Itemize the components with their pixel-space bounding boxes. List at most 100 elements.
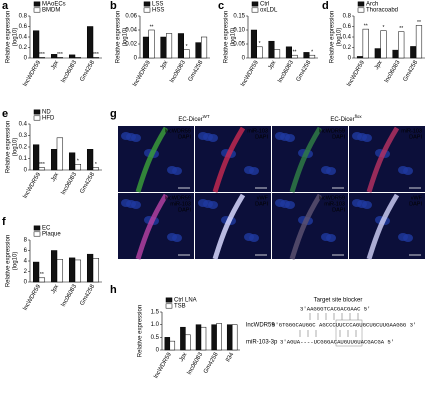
- bar: [38, 57, 46, 59]
- y-tick-label: 0.5: [151, 335, 160, 341]
- channel-label: miR-103: [401, 128, 422, 134]
- y-axis-label: Relative expression: [224, 11, 230, 63]
- y-tick-label: 0: [156, 348, 160, 354]
- y-tick-label: 0.4: [343, 35, 352, 41]
- bar: [50, 149, 58, 171]
- bar: [274, 49, 281, 59]
- y-axis-label: Relative expression: [138, 305, 144, 357]
- x-tick-label: Gm4258: [188, 59, 205, 83]
- panel-label: h: [110, 284, 117, 296]
- bar: [250, 29, 257, 59]
- significance: **: [364, 23, 368, 29]
- channel-label: vWF: [257, 195, 269, 201]
- x-tick-label: Gm4258: [79, 59, 96, 83]
- y-tick-label: 4: [24, 259, 28, 265]
- bar: [309, 54, 316, 59]
- channel-label: vWF: [411, 195, 423, 201]
- channel-label: DAPI: [178, 207, 191, 213]
- bar: [86, 149, 94, 171]
- bar: [356, 56, 364, 59]
- legend-swatch: [33, 231, 41, 237]
- panel-label: f: [2, 216, 6, 228]
- significance: *: [311, 50, 313, 56]
- y-tick-label: 0.15: [233, 14, 245, 20]
- significance: *: [77, 159, 79, 165]
- bar: [256, 46, 263, 59]
- seq-lnc: 5'GTGGGCAUGGC AGCCCUUCCCAGUGCUGCUUGAAGGG…: [272, 321, 416, 328]
- y-tick-label: 0.10: [233, 28, 245, 34]
- y-axis-label: Relative expression: [116, 11, 122, 63]
- nucleus: [326, 167, 336, 175]
- x-tick-label: lncWDR59: [23, 59, 43, 87]
- seq-name: miR-103-3p: [246, 340, 278, 346]
- bar: [169, 340, 176, 351]
- bar: [32, 30, 40, 59]
- nucleus: [403, 167, 413, 175]
- y-tick-label: 0.8: [19, 14, 28, 20]
- y-axis-label: Relative expression: [330, 11, 336, 63]
- x-tick-label: lncWDR59: [240, 59, 260, 87]
- bar: [68, 54, 76, 59]
- y-tick-label: 0.2: [19, 45, 28, 51]
- image-header: EC-Dicerflox: [330, 114, 362, 122]
- x-tick-label: lnc06083: [384, 59, 402, 84]
- bar: [291, 54, 298, 59]
- bar: [38, 167, 46, 171]
- x-tick-label: Jpx: [179, 352, 189, 363]
- bar: [38, 277, 46, 283]
- legend-label: TSB: [174, 304, 186, 310]
- x-tick-label: Jpx: [50, 284, 60, 295]
- panel-label: e: [2, 108, 8, 120]
- vessel-stain: [289, 126, 323, 193]
- x-tick-label: Jpx: [50, 172, 60, 183]
- bar: [50, 250, 58, 283]
- bar: [380, 30, 387, 59]
- y-axis-label: (log10): [13, 252, 19, 271]
- vessel-stain: [212, 126, 246, 193]
- legend-swatch: [165, 303, 173, 309]
- bar: [362, 28, 369, 59]
- y-tick-label: 0: [348, 56, 352, 62]
- channel-label: lncWDR59: [319, 195, 345, 201]
- x-tick-label: lncWDR59: [23, 283, 43, 311]
- significance: **: [293, 50, 297, 56]
- bar: [226, 324, 233, 351]
- panel-label: d: [322, 0, 329, 12]
- bar: [68, 152, 76, 171]
- panel-label: b: [110, 0, 117, 12]
- bar: [410, 46, 417, 59]
- header-text: EC-Dicer: [178, 117, 202, 123]
- nucleus: [172, 167, 182, 175]
- legend-label: MAoECs: [42, 2, 66, 8]
- legend-swatch: [33, 115, 41, 121]
- seq-mir: 3'AGUA----UCGGGACAUGUUGUACGACGA 5': [280, 338, 394, 345]
- nucleus: [131, 134, 141, 142]
- x-tick-label: Gm4258: [79, 283, 96, 307]
- y-tick-label: 0.02: [125, 42, 137, 48]
- legend-swatch: [251, 1, 259, 7]
- nucleus: [172, 234, 182, 242]
- header-text: EC-Dicer: [330, 117, 354, 123]
- legend-swatch: [33, 109, 41, 115]
- nucleus: [285, 201, 295, 209]
- nucleus: [249, 234, 259, 242]
- y-tick-label: 1.5: [151, 310, 160, 316]
- significance: ***: [39, 162, 45, 168]
- y-tick-label: 0: [24, 280, 28, 286]
- legend-swatch: [357, 7, 365, 13]
- y-axis-label: (log10): [337, 28, 343, 47]
- legend-swatch: [143, 7, 151, 13]
- y-axis-label: (log10): [13, 138, 19, 157]
- bar: [200, 326, 207, 351]
- seq-name: lncWDR59: [246, 323, 275, 329]
- channel-label: lncWDR59: [165, 128, 191, 134]
- x-tick-label: lnc06083: [187, 351, 205, 376]
- channel-label: lncWDR59: [165, 195, 191, 201]
- bar: [374, 48, 381, 59]
- nucleus: [403, 234, 413, 242]
- bar: [32, 261, 40, 283]
- nucleus: [326, 234, 336, 242]
- x-tick-label: lncWDR59: [153, 351, 173, 379]
- significance: **: [399, 26, 403, 32]
